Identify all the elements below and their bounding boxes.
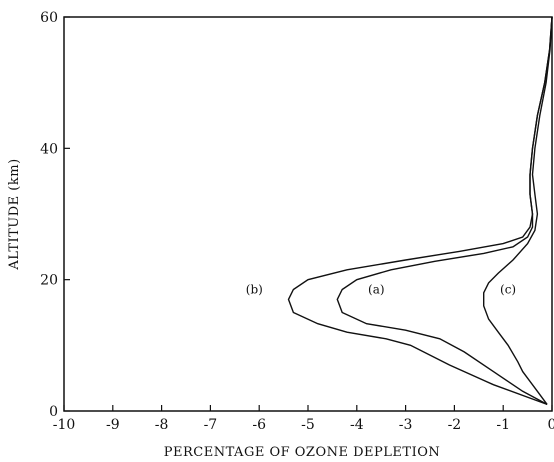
x-tick-label: -5 (301, 417, 315, 433)
series-a-line (336, 16, 553, 406)
plot-frame (63, 16, 553, 412)
x-tick-label: -10 (53, 417, 76, 433)
y-tick-label: 60 (40, 10, 58, 26)
series-a-label: (a) (368, 283, 385, 297)
series-b-line (287, 16, 553, 406)
series-b-label: (b) (246, 283, 263, 297)
series-c-line (483, 16, 553, 405)
y-tick-labels: 0 20 40 60 (40, 10, 58, 420)
x-tick-label: 0 (548, 417, 554, 433)
x-tick-label: -1 (496, 417, 510, 433)
series-layer (287, 16, 553, 406)
x-tick-label: -6 (252, 417, 266, 433)
x-tick-labels: -10 -9 -8 -7 -6 -5 -4 -3 -2 -1 0 (53, 417, 554, 433)
x-tick-label: -4 (350, 417, 364, 433)
x-tick-label: -7 (204, 417, 218, 433)
series-labels: (a) (b) (c) (246, 283, 516, 297)
y-tick-label: 0 (49, 404, 58, 420)
y-tick-label: 40 (40, 141, 58, 157)
series-c-label: (c) (500, 283, 516, 297)
axis-ticks (63, 16, 553, 412)
x-tick-label: -8 (155, 417, 169, 433)
x-axis-title: PERCENTAGE OF OZONE DEPLETION (164, 445, 440, 460)
x-tick-label: -9 (106, 417, 120, 433)
y-axis-title: ALTITUDE (km) (7, 158, 22, 270)
x-tick-label: -3 (399, 417, 413, 433)
y-tick-label: 20 (40, 273, 58, 289)
x-tick-label: -2 (448, 417, 462, 433)
